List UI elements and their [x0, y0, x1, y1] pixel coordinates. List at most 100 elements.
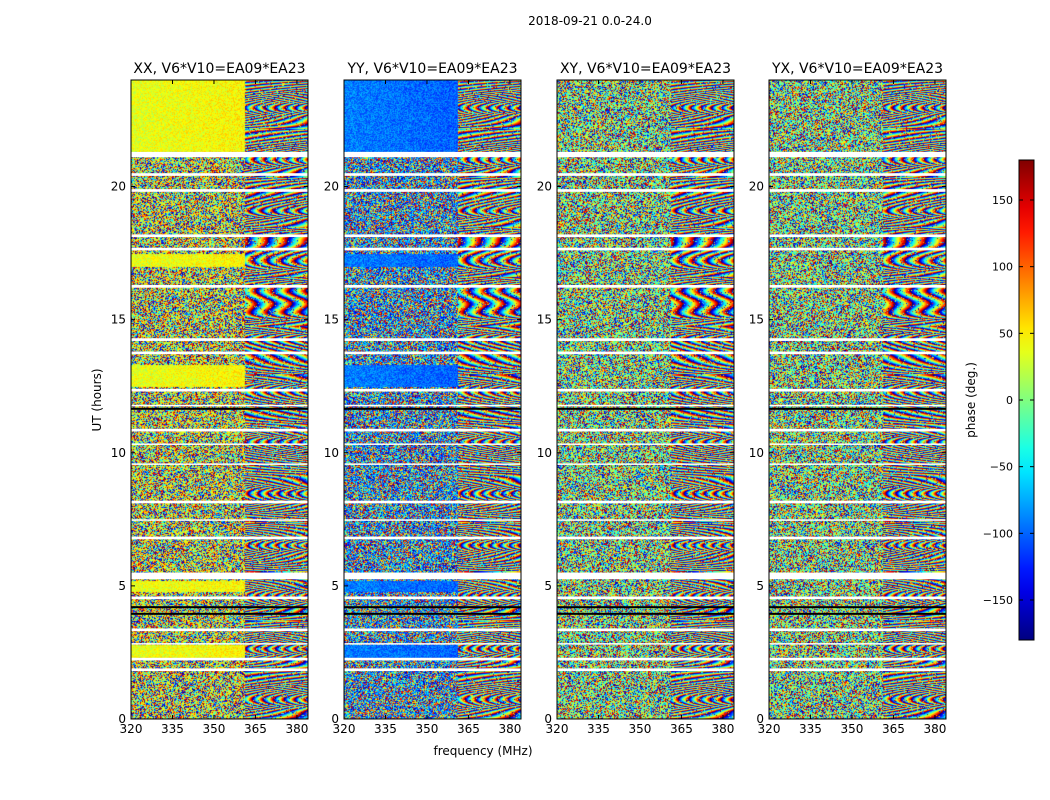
gap-band [344, 189, 521, 192]
gap-band [344, 173, 521, 176]
x-tick-label: 335 [799, 722, 822, 736]
flagged-row [557, 606, 734, 609]
gap-band [344, 338, 521, 341]
gap-band [557, 428, 734, 432]
y-tick-label: 5 [331, 579, 339, 593]
gap-band [557, 285, 734, 288]
gap-band [557, 443, 734, 445]
y-tick-label: 15 [537, 313, 552, 327]
panel-yx: YX, V6*V10=EA09*EA23 320 335 350 365 380 0 5 10 1… [749, 61, 947, 736]
y-tick-label: 20 [537, 180, 552, 194]
gap-band [344, 351, 521, 355]
y-tick-label: 0 [118, 712, 126, 726]
gap-band [557, 628, 734, 632]
gap-band [557, 536, 734, 540]
gap-band [557, 388, 734, 392]
gap-band [131, 388, 308, 392]
gap-band [131, 657, 308, 661]
gap-band [344, 628, 521, 632]
x-tick-label: 365 [670, 722, 693, 736]
x-tick-label: 380 [711, 722, 734, 736]
gap-band [769, 173, 946, 176]
y-tick-label: 10 [537, 446, 552, 460]
axes-frame [768, 79, 947, 720]
gap-band [769, 351, 946, 355]
y-tick-label: 20 [749, 180, 764, 194]
x-tick-label: 380 [498, 722, 521, 736]
gap-band [557, 596, 734, 600]
gap-band [557, 668, 734, 672]
x-tick-label: 380 [285, 722, 308, 736]
x-tick-label: 320 [758, 722, 781, 736]
colorbar-tick-label: 100 [992, 261, 1013, 274]
gap-band [557, 189, 734, 192]
gap-band [769, 189, 946, 192]
y-tick-label: 10 [749, 446, 764, 460]
x-tick-label: 335 [161, 722, 184, 736]
gap-band [131, 443, 308, 445]
gap-band [131, 596, 308, 600]
gap-band [769, 536, 946, 540]
gap-band [131, 572, 308, 580]
gap-band [131, 338, 308, 341]
gap-band [769, 338, 946, 341]
gap-band [131, 463, 308, 465]
flagged-row [557, 612, 734, 615]
y-tick-label: 0 [756, 712, 764, 726]
gap-band [131, 247, 308, 251]
colorbar: −150 −100 −50 0 50 100 150 [983, 159, 1035, 641]
x-tick-label: 350 [203, 722, 226, 736]
gap-band [344, 536, 521, 540]
gap-band [557, 151, 734, 158]
gap-band [344, 500, 521, 504]
gap-band [344, 234, 521, 238]
gap-band [344, 388, 521, 392]
gap-band [769, 596, 946, 600]
x-tick-label: 335 [374, 722, 397, 736]
gap-band [557, 519, 734, 521]
gap-band [769, 519, 946, 521]
gap-band [344, 572, 521, 580]
gap-band [557, 657, 734, 661]
flagged-row [769, 612, 946, 615]
axes-frame [130, 79, 309, 720]
gap-band [131, 404, 308, 407]
y-tick-label: 15 [324, 313, 339, 327]
y-tick-label: 5 [756, 579, 764, 593]
y-tick-label: 5 [544, 579, 552, 593]
heatmap-yx [769, 80, 946, 719]
gap-band [769, 285, 946, 288]
gap-band [344, 657, 521, 661]
y-tick-label: 0 [544, 712, 552, 726]
gap-band [769, 643, 946, 645]
gap-band [557, 173, 734, 176]
gap-band [344, 151, 521, 158]
x-tick-label: 365 [244, 722, 267, 736]
gap-band [769, 404, 946, 407]
flagged-row [557, 407, 734, 410]
gap-band [769, 388, 946, 392]
y-tick-label: 0 [331, 712, 339, 726]
colorbar-tick-label: −100 [983, 527, 1013, 540]
x-tick-label: 350 [629, 722, 652, 736]
flagged-row [344, 407, 521, 410]
gap-band [344, 463, 521, 465]
panel-title: XX, V6*V10=EA09*EA23 [133, 61, 305, 77]
colorbar-label: phase (deg.) [964, 362, 978, 438]
gap-band [131, 234, 308, 238]
gap-band [131, 536, 308, 540]
heatmap-xx [131, 80, 308, 719]
gap-band [131, 351, 308, 355]
flagged-row [131, 612, 308, 615]
flagged-row [769, 606, 946, 609]
x-tick-label: 320 [333, 722, 356, 736]
panel-yy: YY, V6*V10=EA09*EA23 320 335 350 365 380 0 5 10 1… [324, 61, 522, 736]
gap-band [557, 247, 734, 251]
gap-band [769, 668, 946, 672]
gap-band [769, 234, 946, 238]
gap-band [769, 151, 946, 158]
gap-band [557, 338, 734, 341]
gap-band [131, 151, 308, 158]
gap-band [131, 643, 308, 645]
gap-band [769, 247, 946, 251]
